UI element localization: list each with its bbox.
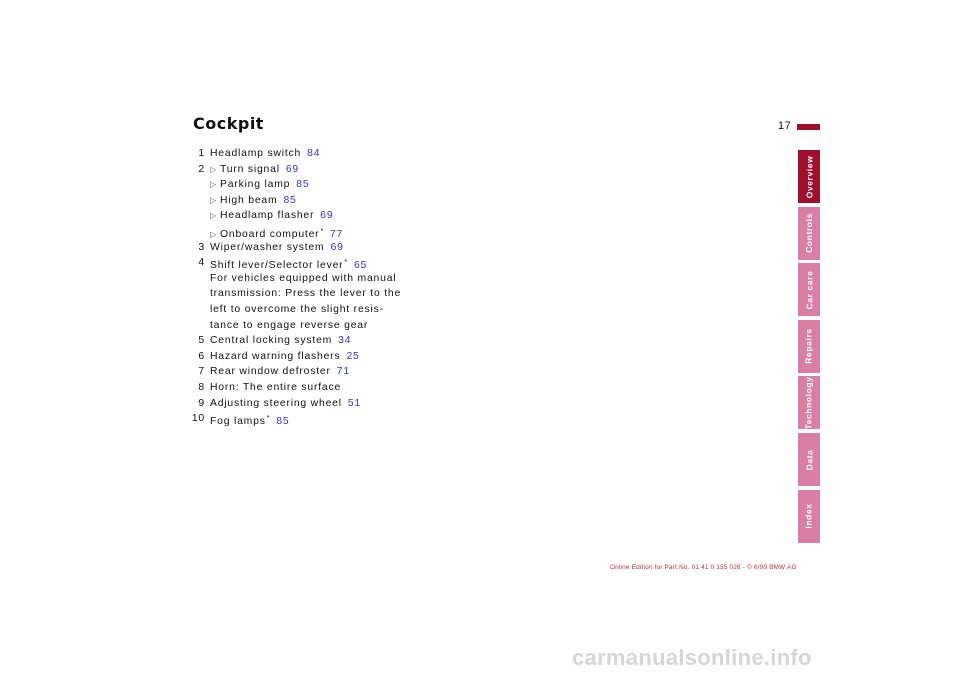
legend-item-number: 3 [198,241,205,253]
legend-item-text: Fog lamps [210,416,266,428]
tab-overview[interactable]: Overview [798,150,820,203]
legend-item: 3 Wiper/washer system 69 [165,240,425,256]
legend-item-number: 2 [198,163,205,175]
bullet-triangle-icon: ▷ [210,164,217,174]
legend-item-text: Central locking system [210,335,333,347]
legend-item-number: 1 [198,148,205,159]
legend-item: ▷ Onboard computer* 77 [165,224,425,240]
legend-item-text: Onboard computer [220,228,320,240]
page-reference-link[interactable]: 51 [347,397,362,409]
footer-edition-note: Online Edition for Part No. 01 41 0 155 … [610,564,797,571]
legend-item: transmission: Press the lever to the [165,286,425,302]
tab-index[interactable]: Index [798,489,820,543]
legend-item-text: Hazard warning flashers [210,350,341,362]
watermark: carmanualsonline.info [572,645,812,670]
legend-item-number: 10 [191,413,205,425]
optional-equipment-marker: * [320,227,324,235]
tab-car-care[interactable]: Car care [798,263,820,317]
tab-label: Overview [804,155,815,198]
legend-item: 7 Rear window defroster 71 [165,364,425,380]
page-reference-link[interactable]: 69 [285,163,299,175]
legend-item: left to overcome the slight resis- [165,302,425,318]
legend-item-text: Adjusting steering wheel [210,397,342,409]
legend-item-text: Turn signal [220,163,280,175]
optional-equipment-marker: * [344,259,348,267]
page-reference-link[interactable]: 65 [353,260,368,272]
page-reference-link[interactable]: 71 [336,366,350,378]
legend-item-text: High beam [220,194,278,206]
page-reference-link[interactable]: 34 [338,335,352,347]
page-reference-link[interactable]: 84 [307,148,321,159]
legend-item-text: For vehicles equipped with manual [210,272,397,284]
legend-item: ▷ Headlamp flasher 69 [165,208,425,224]
legend-item: ▷ Parking lamp 85 [165,177,425,193]
legend-item: tance to engage reverse gear [165,318,425,334]
page-reference-link[interactable]: 77 [329,228,344,240]
tab-data[interactable]: Data [798,433,820,486]
page-title: Cockpit [193,114,264,133]
legend-item: 8 Horn: The entire surface [165,380,425,396]
legend-item: 5 Central locking system 34 [165,333,425,349]
legend-item-text: left to overcome the slight resis- [210,303,384,315]
legend-item-text: Parking lamp [220,179,291,191]
page-number: 17 [778,120,792,132]
cockpit-legend-list: 1 Headlamp switch 84 2 ▷ Turn signal 69 ▷ Parkin… [165,146,425,427]
bullet-triangle-icon: ▷ [210,229,217,239]
legend-item-text: Shift lever/Selector lever [210,260,344,272]
page-reference-link[interactable]: 85 [283,194,297,206]
legend-item: 4 Shift lever/Selector lever* 65 [165,255,425,271]
legend-item-number: 9 [198,397,205,409]
tab-technology[interactable]: Technology [798,376,820,429]
tab-label: Index [804,503,815,529]
legend-item-text: Headlamp flasher [220,210,315,222]
tab-label: Controls [804,213,814,253]
tab-label: Car care [804,270,815,310]
bullet-triangle-icon: ▷ [210,180,217,190]
legend-item: ▷ High beam 85 [165,193,425,209]
legend-item-text: transmission: Press the lever to the [210,288,402,300]
legend-item: 1 Headlamp switch 84 [165,146,425,162]
legend-item-number: 4 [198,257,205,269]
tab-repairs[interactable]: Repairs [798,319,820,373]
legend-item-text: tance to engage reverse gear [210,319,369,331]
legend-item: 10 Fog lamps* 85 [165,411,425,427]
tab-controls[interactable]: Controls [798,206,820,260]
page-reference-link[interactable]: 25 [346,350,360,362]
optional-equipment-marker: * [266,415,271,423]
legend-item-number: 6 [198,350,205,362]
legend-item-text: Rear window defroster [210,366,331,378]
tab-label: Repairs [804,328,815,364]
tab-label: Data [803,449,814,470]
legend-item-text: Horn: The entire surface [210,381,342,393]
legend-item: 6 Hazard warning flashers 25 [165,349,425,365]
bullet-triangle-icon: ▷ [210,195,217,205]
page-reference-link[interactable]: 85 [296,179,310,191]
bullet-triangle-icon: ▷ [210,211,217,221]
legend-item-text: Wiper/washer system [210,241,325,253]
page-reference-link[interactable]: 69 [320,210,334,222]
legend-item: 9 Adjusting steering wheel 51 [165,396,425,412]
page-reference-link[interactable]: 85 [276,416,290,428]
page-number-bar [797,124,820,130]
legend-item-number: 5 [198,335,205,347]
legend-item: For vehicles equipped with manual [165,271,425,287]
legend-item-text: Headlamp switch [210,148,302,159]
tab-label: Technology [804,376,815,430]
legend-item: 2 ▷ Turn signal 69 [165,162,425,178]
page-reference-link[interactable]: 69 [330,241,344,253]
legend-item-number: 8 [198,381,205,393]
legend-item-number: 7 [198,366,205,378]
